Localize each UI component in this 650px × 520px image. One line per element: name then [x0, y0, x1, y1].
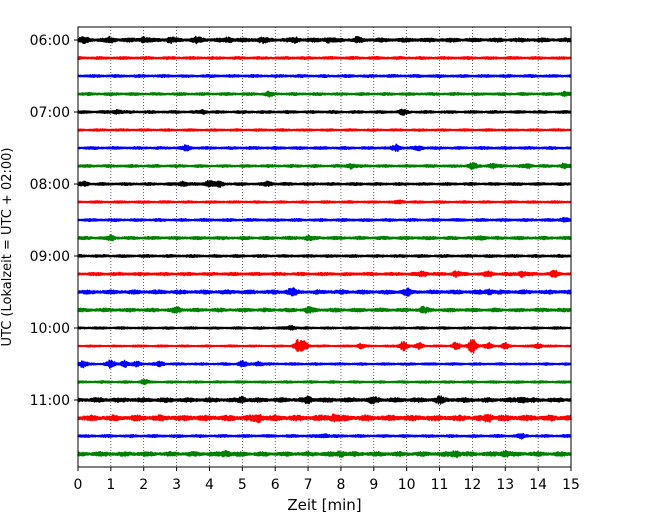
x-tick-label-5: 5: [238, 477, 247, 493]
x-tick-label-0: 0: [74, 477, 83, 493]
x-tick-label-14: 14: [529, 477, 547, 493]
trace-1130: [77, 432, 572, 440]
trace-1045: [77, 378, 572, 386]
trace-0730: [77, 143, 572, 153]
x-gridlines: [110, 27, 539, 467]
x-axis-label: Zeit [min]: [287, 496, 361, 514]
y-tick-label-1: 07:00: [30, 105, 70, 121]
x-axis: 0 1 2 3 4 5 6 7 8 9 10 11 12 13 14 15: [74, 467, 580, 493]
trace-0830: [77, 216, 572, 223]
x-tick-label-7: 7: [304, 477, 313, 493]
x-tick-label-1: 1: [106, 477, 115, 493]
x-tick-label-11: 11: [431, 477, 449, 493]
trace-0600: [77, 35, 572, 45]
x-tick-label-8: 8: [336, 477, 345, 493]
trace-0845: [77, 234, 572, 242]
x-tick-label-13: 13: [496, 477, 514, 493]
trace-0615: [77, 55, 572, 61]
trace-0915: [77, 269, 572, 279]
x-tick-label-9: 9: [369, 477, 378, 493]
x-tick-label-15: 15: [562, 477, 580, 493]
trace-0745: [77, 162, 572, 170]
trace-1145: [77, 449, 572, 459]
trace-0900: [77, 253, 572, 259]
trace-1000: [77, 324, 572, 331]
seismogram-traces: [77, 35, 572, 459]
y-tick-label-2: 08:00: [30, 177, 70, 193]
y-tick-label-4: 10:00: [30, 321, 70, 337]
trace-0815: [77, 199, 572, 205]
trace-0715: [77, 128, 572, 132]
x-tick-label-4: 4: [205, 477, 214, 493]
trace-0800: [77, 179, 572, 188]
x-tick-label-2: 2: [139, 477, 148, 493]
y-axis: 06:00 07:00 08:00 09:00 10:00 11:00: [30, 33, 78, 409]
trace-0930: [77, 287, 572, 297]
x-tick-label-12: 12: [463, 477, 481, 493]
x-tick-label-6: 6: [271, 477, 280, 493]
y-tick-label-0: 06:00: [30, 33, 70, 49]
x-tick-label-10: 10: [398, 477, 416, 493]
trace-1100: [77, 395, 572, 405]
trace-1115: [77, 413, 572, 424]
trace-0700: [77, 108, 572, 116]
y-tick-label-5: 11:00: [30, 393, 70, 409]
y-axis-label: UTC (Lokalzeit = UTC + 02:00): [0, 148, 15, 347]
plot-frame: [77, 26, 572, 468]
trace-1030: [77, 359, 572, 369]
x-tick-label-3: 3: [172, 477, 181, 493]
trace-0945: [77, 305, 572, 314]
y-tick-label-3: 09:00: [30, 249, 70, 265]
trace-0630: [77, 73, 572, 79]
trace-1015: [77, 339, 572, 354]
trace-0645: [77, 90, 572, 98]
